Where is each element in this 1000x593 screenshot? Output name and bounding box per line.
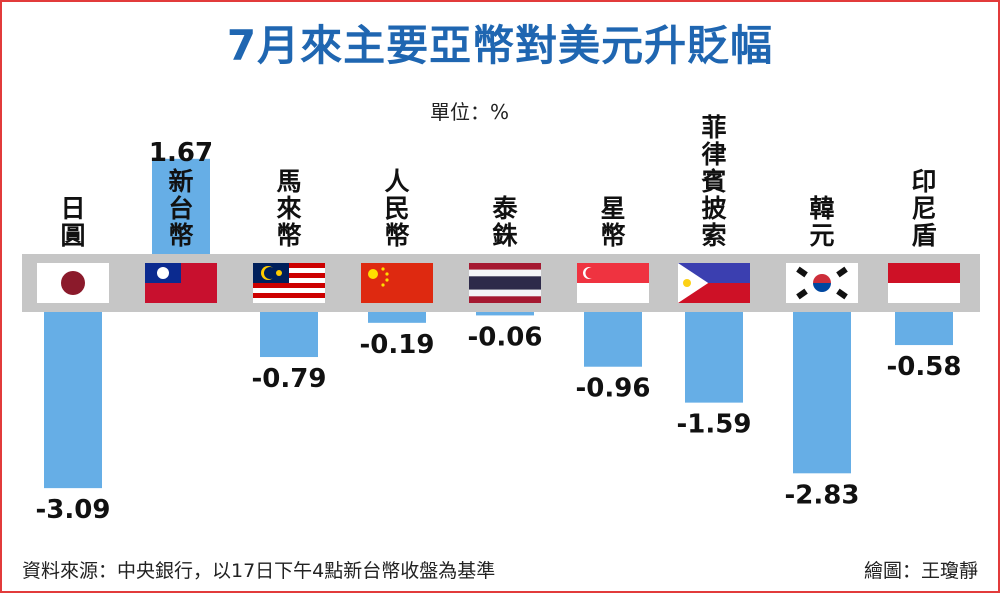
value-label-6: -1.59 xyxy=(677,410,752,440)
value-label-5: -0.96 xyxy=(576,374,651,404)
bar-4 xyxy=(476,312,534,316)
category-label-8: 印尼盾 xyxy=(911,167,936,250)
value-label-0: -3.09 xyxy=(36,495,111,525)
bar-5 xyxy=(584,312,642,367)
bar-2 xyxy=(260,312,318,358)
bar-0 xyxy=(44,312,102,489)
category-label-5: 星幣 xyxy=(600,194,625,250)
value-label-4: -0.06 xyxy=(468,322,543,352)
japan-flag-icon xyxy=(37,263,109,303)
bar-1 xyxy=(152,158,210,254)
malaysia-flag-icon xyxy=(253,263,325,303)
singapore-flag-icon xyxy=(577,263,649,303)
value-label-2: -0.79 xyxy=(252,364,327,394)
value-label-3: -0.19 xyxy=(360,330,435,360)
china-flag-icon xyxy=(361,263,433,303)
bar-3 xyxy=(368,312,426,323)
thailand-flag-icon xyxy=(469,263,541,303)
bar-7 xyxy=(793,312,851,474)
source-note: 資料來源：中央銀行，以17日下午4點新台幣收盤為基準 xyxy=(22,560,496,582)
bar-8 xyxy=(895,312,953,346)
philippines-flag-icon xyxy=(678,263,750,303)
category-label-4: 泰銖 xyxy=(492,194,518,250)
korea-flag-icon xyxy=(786,263,858,303)
category-label-1: 新台幣 xyxy=(168,167,193,250)
category-label-2: 馬來幣 xyxy=(276,167,301,250)
chart-title: 7月來主要亞幣對美元升貶幅 xyxy=(226,21,774,70)
value-label-7: -2.83 xyxy=(785,480,860,510)
taiwan-flag-icon xyxy=(145,263,217,303)
value-label-1: 1.67 xyxy=(149,138,213,168)
category-label-3: 人民幣 xyxy=(384,167,409,250)
category-label-6: 菲律賓披索 xyxy=(700,113,727,250)
credit-note: 繪圖：王瓊靜 xyxy=(863,560,978,582)
value-label-8: -0.58 xyxy=(887,352,962,382)
category-label-7: 韓元 xyxy=(809,194,834,250)
category-label-0: 日圓 xyxy=(60,194,85,250)
bar-6 xyxy=(685,312,743,403)
unit-label: 單位：% xyxy=(430,100,510,124)
indonesia-flag-icon xyxy=(888,263,960,303)
